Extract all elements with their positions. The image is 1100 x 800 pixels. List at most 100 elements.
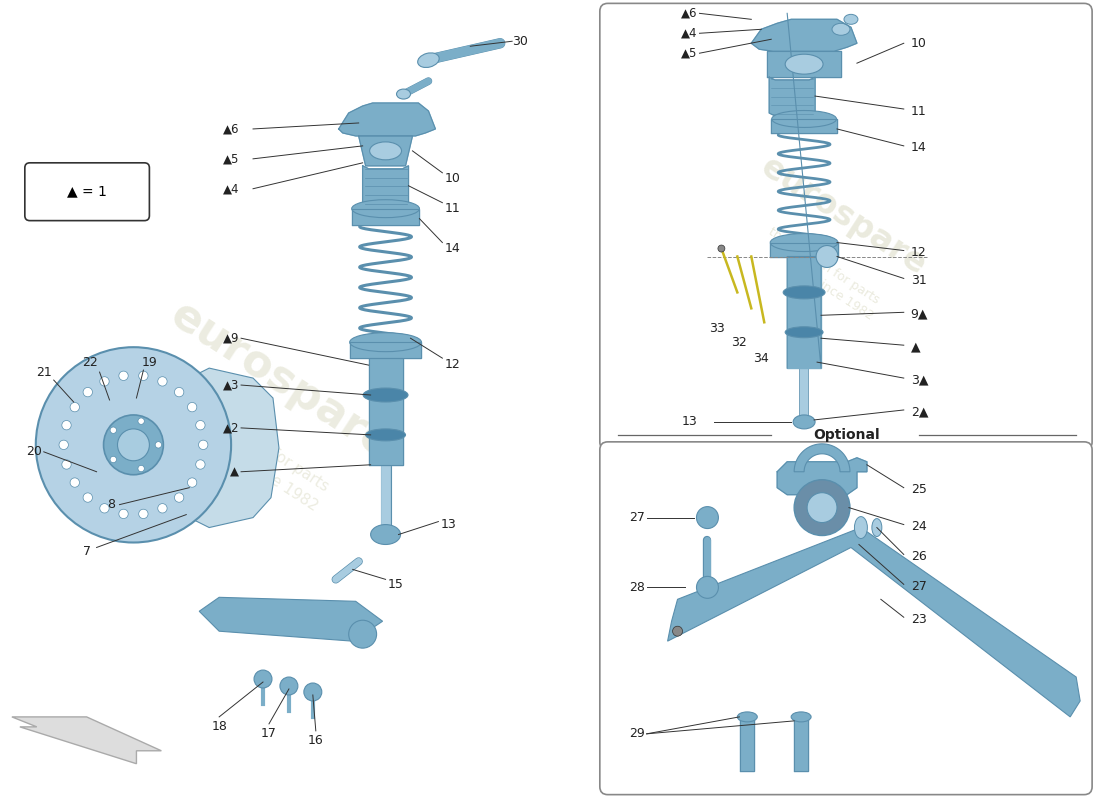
Circle shape (349, 620, 376, 648)
Polygon shape (788, 257, 821, 368)
Ellipse shape (770, 234, 838, 251)
Text: ▲4: ▲4 (222, 182, 239, 195)
Text: ▲6: ▲6 (681, 7, 697, 20)
Ellipse shape (696, 506, 718, 529)
Text: 31: 31 (911, 274, 926, 287)
Circle shape (304, 683, 322, 701)
Text: 30: 30 (513, 34, 528, 48)
Text: 27: 27 (911, 580, 926, 593)
Ellipse shape (718, 245, 725, 252)
Polygon shape (350, 342, 421, 358)
Circle shape (187, 402, 197, 412)
Circle shape (36, 347, 231, 542)
Text: ▲3: ▲3 (222, 378, 239, 391)
Polygon shape (368, 358, 403, 465)
Circle shape (84, 493, 92, 502)
Text: ▲: ▲ (911, 341, 921, 354)
Polygon shape (179, 368, 279, 527)
Circle shape (279, 677, 298, 695)
Text: 22: 22 (81, 356, 98, 369)
FancyBboxPatch shape (600, 442, 1092, 794)
Text: 17: 17 (261, 727, 277, 740)
Text: eurospare: eurospare (163, 293, 399, 467)
Circle shape (139, 510, 148, 518)
Text: 20: 20 (26, 446, 42, 458)
Text: 9▲: 9▲ (911, 308, 928, 321)
Text: ▲2: ▲2 (222, 422, 239, 434)
Polygon shape (359, 136, 412, 166)
Polygon shape (199, 598, 383, 641)
Polygon shape (352, 209, 419, 225)
Circle shape (139, 371, 148, 381)
Ellipse shape (365, 429, 406, 441)
Circle shape (103, 415, 163, 474)
Circle shape (175, 493, 184, 502)
Ellipse shape (791, 712, 811, 722)
Polygon shape (12, 717, 162, 764)
FancyBboxPatch shape (600, 3, 1092, 450)
Text: 11: 11 (444, 202, 460, 215)
Text: 14: 14 (444, 242, 460, 255)
Polygon shape (770, 242, 838, 257)
Polygon shape (794, 444, 850, 472)
Polygon shape (740, 717, 755, 770)
Circle shape (118, 429, 150, 461)
Text: 28: 28 (629, 581, 645, 594)
Text: 21: 21 (36, 366, 52, 378)
Text: 27: 27 (629, 511, 645, 524)
Circle shape (254, 670, 272, 688)
FancyBboxPatch shape (25, 163, 150, 221)
Circle shape (155, 442, 162, 448)
Circle shape (100, 504, 109, 513)
Circle shape (157, 504, 167, 513)
Text: 25: 25 (911, 483, 926, 496)
Text: 24: 24 (911, 520, 926, 533)
Text: ▲6: ▲6 (222, 122, 239, 135)
Text: 13: 13 (682, 415, 697, 429)
Circle shape (794, 480, 850, 535)
Ellipse shape (672, 626, 682, 636)
Ellipse shape (418, 53, 439, 67)
Polygon shape (771, 119, 837, 133)
Text: 18: 18 (211, 720, 227, 734)
Text: 7: 7 (82, 545, 90, 558)
Ellipse shape (832, 23, 850, 35)
Ellipse shape (352, 200, 419, 218)
Text: 34: 34 (754, 352, 769, 365)
Circle shape (100, 377, 109, 386)
Ellipse shape (350, 333, 421, 352)
Text: 19: 19 (142, 356, 157, 369)
Circle shape (138, 418, 144, 424)
Text: 3▲: 3▲ (911, 374, 928, 386)
Text: 26: 26 (911, 550, 926, 563)
Text: 10: 10 (444, 172, 460, 186)
Circle shape (62, 421, 72, 430)
Polygon shape (767, 51, 842, 77)
Circle shape (196, 421, 205, 430)
Ellipse shape (844, 14, 858, 24)
Circle shape (187, 478, 197, 487)
Text: 11: 11 (911, 105, 926, 118)
Text: 14: 14 (911, 142, 926, 154)
Ellipse shape (370, 142, 402, 160)
Text: ▲9: ▲9 (222, 332, 239, 345)
Ellipse shape (785, 326, 823, 338)
Text: 15: 15 (387, 578, 404, 591)
Text: ▲5: ▲5 (222, 152, 239, 166)
Polygon shape (751, 19, 857, 51)
Polygon shape (769, 77, 815, 116)
Circle shape (110, 456, 117, 462)
Circle shape (84, 387, 92, 397)
Text: 23: 23 (911, 613, 926, 626)
Ellipse shape (696, 576, 718, 598)
Circle shape (70, 402, 79, 412)
Text: ▲4: ▲4 (681, 26, 697, 40)
Text: ▲5: ▲5 (681, 46, 697, 60)
Polygon shape (794, 717, 808, 770)
Ellipse shape (855, 517, 868, 538)
Ellipse shape (793, 415, 815, 429)
Ellipse shape (772, 110, 836, 127)
Text: the passion for parts: the passion for parts (767, 225, 882, 306)
Text: since 1982: since 1982 (242, 456, 320, 514)
Circle shape (138, 466, 144, 472)
